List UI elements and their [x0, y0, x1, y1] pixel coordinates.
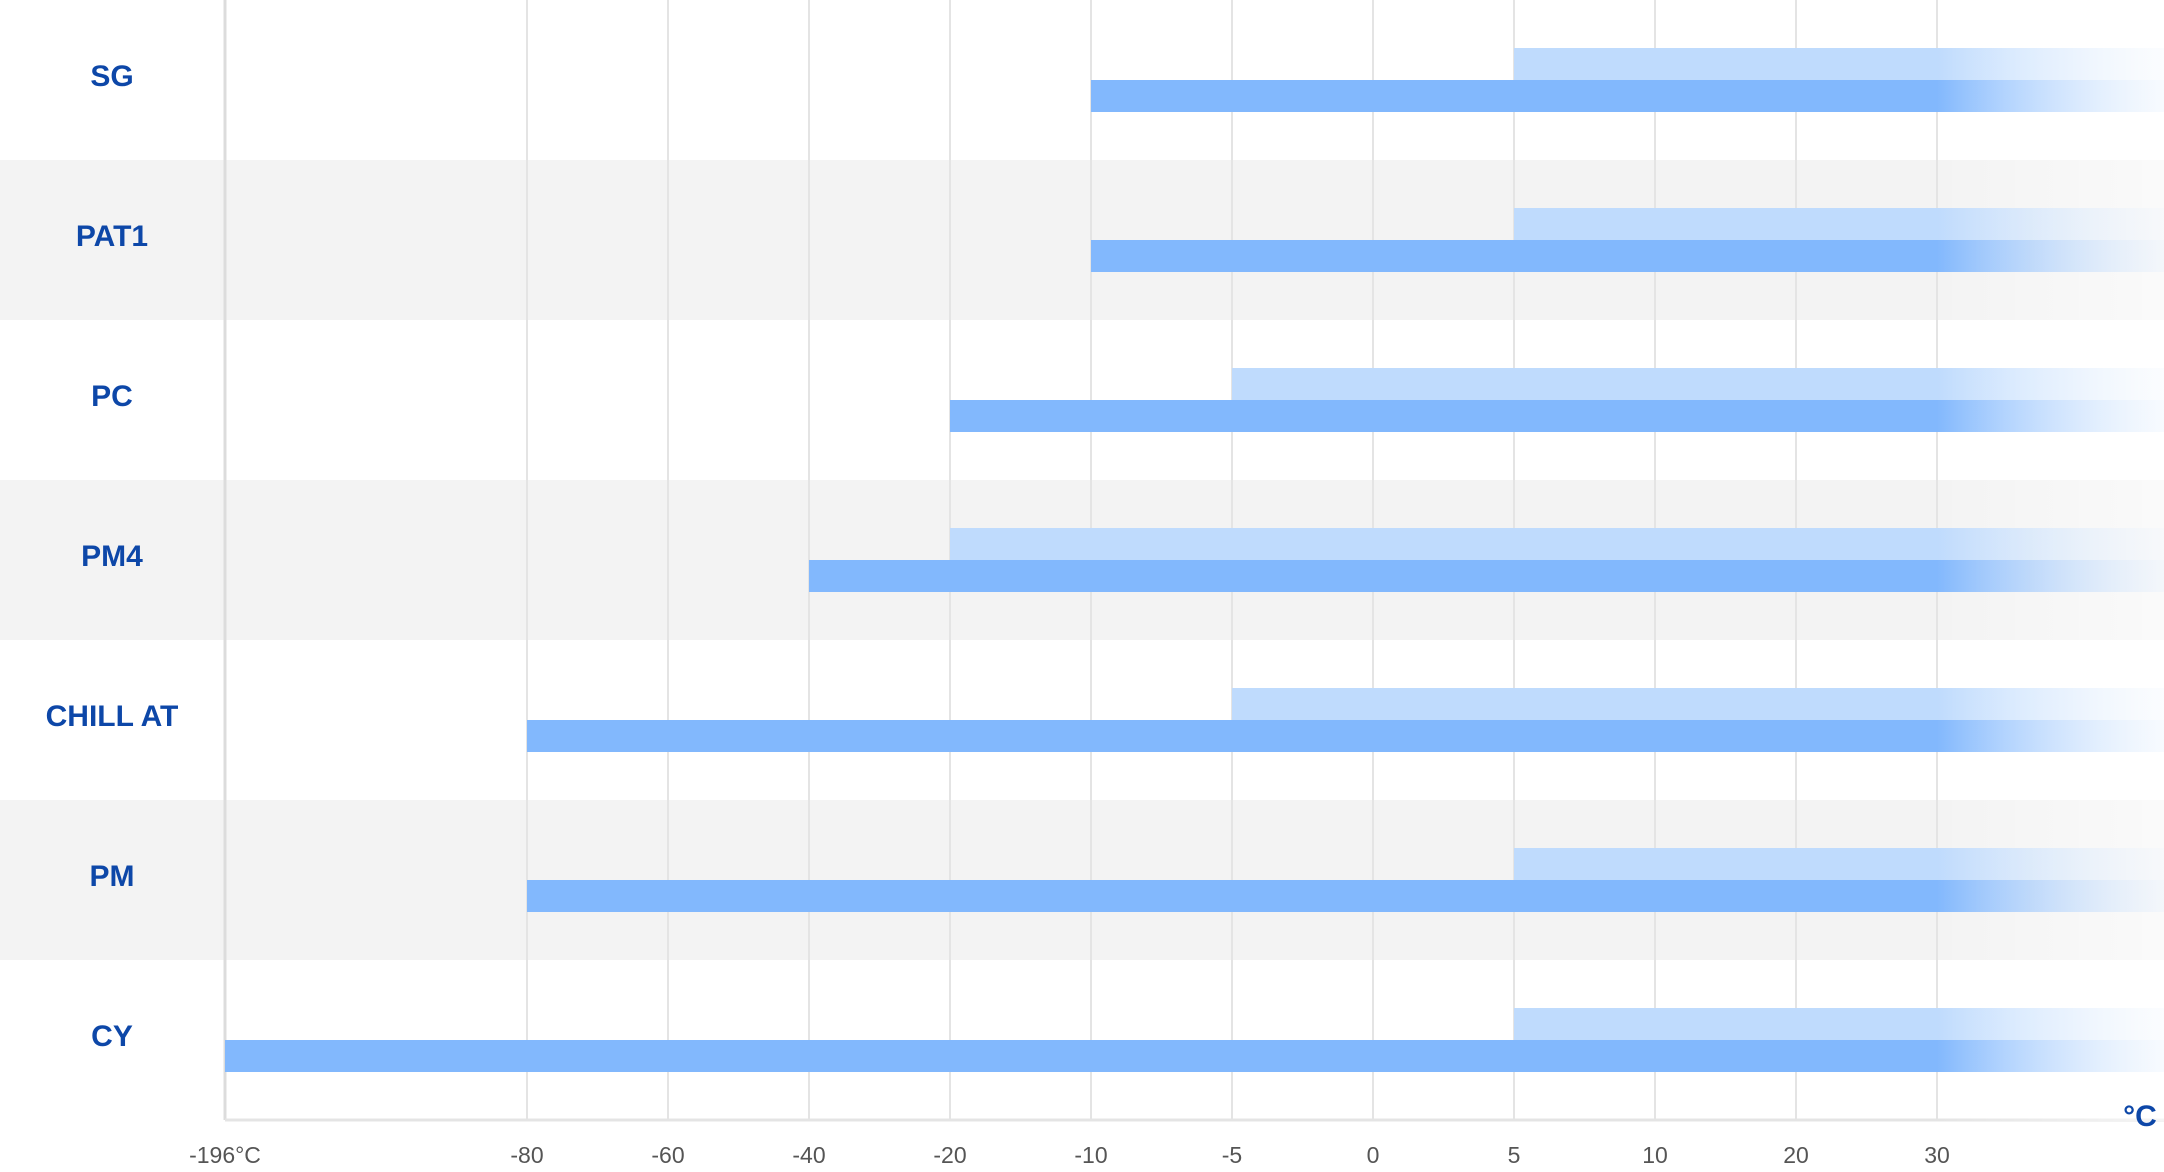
x-tick-label: -60: [651, 1142, 684, 1168]
category-label: PC: [91, 380, 133, 413]
x-tick-label: -20: [933, 1142, 966, 1168]
x-tick-label: 30: [1924, 1142, 1950, 1168]
x-tick-label: -40: [792, 1142, 825, 1168]
category-label: PM4: [81, 540, 143, 573]
x-tick-label: -10: [1074, 1142, 1107, 1168]
x-tick-label: 10: [1642, 1142, 1668, 1168]
bar: [527, 880, 2164, 912]
x-tick-label: -80: [510, 1142, 543, 1168]
x-tick-label: -196°C: [189, 1142, 261, 1168]
category-label: CY: [91, 1020, 133, 1053]
category-label: PAT1: [76, 220, 148, 253]
x-axis-unit: °C: [2123, 1100, 2157, 1133]
fade-overlay: [1936, 0, 2164, 1121]
category-label: CHILL AT: [46, 700, 179, 733]
x-tick-label: 5: [1508, 1142, 1521, 1168]
x-tick-label: 20: [1783, 1142, 1809, 1168]
category-label: SG: [90, 60, 133, 93]
bar: [225, 1040, 2164, 1072]
category-label: PM: [90, 860, 135, 893]
bar: [527, 720, 2164, 752]
x-tick-label: 0: [1367, 1142, 1380, 1168]
x-tick-label: -5: [1222, 1142, 1242, 1168]
